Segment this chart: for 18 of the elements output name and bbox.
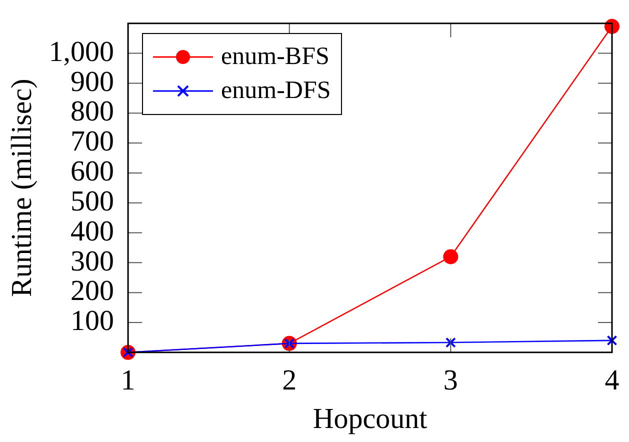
x-tick-label: 1: [120, 364, 136, 396]
y-tick-label: 700: [70, 126, 114, 158]
legend-label: enum-BFS: [221, 42, 330, 72]
legend-label: enum-DFS: [221, 76, 331, 106]
y-tick-label: 800: [70, 96, 114, 128]
x-tick-label: 4: [604, 364, 620, 396]
y-tick-label: 400: [70, 215, 114, 248]
y-tick-label: 100: [70, 305, 114, 338]
y-tick-label: 300: [70, 245, 114, 278]
y-axis-title: Runtime (millisec): [6, 78, 38, 298]
y-tick-label: 200: [70, 275, 114, 308]
y-tick-label: 500: [70, 185, 114, 218]
y-tick-label: 1,000: [48, 36, 114, 68]
x-tick-label: 3: [443, 364, 458, 396]
y-tick-label: 900: [70, 66, 114, 98]
y-tick-label: 600: [70, 156, 114, 188]
x-tick-label: 2: [282, 364, 297, 396]
x-axis-title: Hopcount: [312, 403, 428, 436]
